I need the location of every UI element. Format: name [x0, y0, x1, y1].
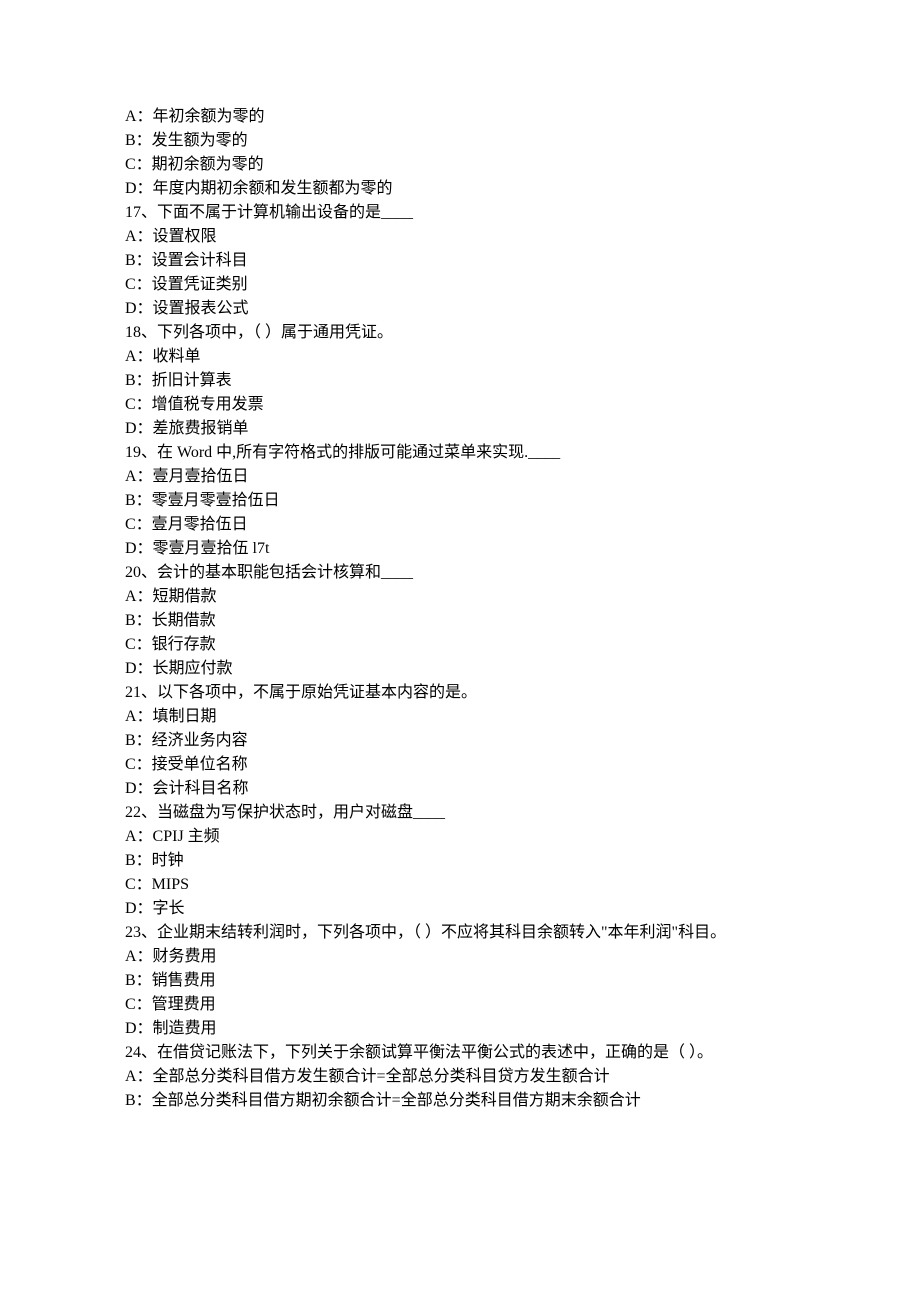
option-text: A：壹月壹拾伍日: [125, 465, 795, 489]
option-text: D：字长: [125, 897, 795, 921]
question-text: 23、企业期末结转利润时，下列各项中，（ ）不应将其科目余额转入"本年利润"科目…: [125, 921, 795, 945]
option-text: D：零壹月壹拾伍 l7t: [125, 537, 795, 561]
question-text: 20、会计的基本职能包括会计核算和____: [125, 561, 795, 585]
option-text: D：制造费用: [125, 1017, 795, 1041]
option-text: B：经济业务内容: [125, 729, 795, 753]
option-text: A：设置权限: [125, 225, 795, 249]
option-text: C：设置凭证类别: [125, 273, 795, 297]
option-text: C：MIPS: [125, 873, 795, 897]
option-text: B：发生额为零的: [125, 129, 795, 153]
option-text: C：银行存款: [125, 633, 795, 657]
option-text: A：全部总分类科目借方发生额合计=全部总分类科目贷方发生额合计: [125, 1065, 795, 1089]
option-text: A：CPIJ 主频: [125, 825, 795, 849]
question-text: 17、下面不属于计算机输出设备的是____: [125, 201, 795, 225]
option-text: A：收料单: [125, 345, 795, 369]
option-text: C：壹月零拾伍日: [125, 513, 795, 537]
option-text: B：时钟: [125, 849, 795, 873]
option-text: A：财务费用: [125, 945, 795, 969]
option-text: A：短期借款: [125, 585, 795, 609]
option-text: C：接受单位名称: [125, 753, 795, 777]
option-text: C：管理费用: [125, 993, 795, 1017]
option-text: D：设置报表公式: [125, 297, 795, 321]
option-text: B：零壹月零壹拾伍日: [125, 489, 795, 513]
option-text: D：年度内期初余额和发生额都为零的: [125, 177, 795, 201]
option-text: B：长期借款: [125, 609, 795, 633]
option-text: B：全部总分类科目借方期初余额合计=全部总分类科目借方期末余额合计: [125, 1089, 795, 1113]
option-text: D：差旅费报销单: [125, 417, 795, 441]
question-text: 18、下列各项中，（ ）属于通用凭证。: [125, 321, 795, 345]
question-text: 22、当磁盘为写保护状态时，用户对磁盘____: [125, 801, 795, 825]
option-text: C：期初余额为零的: [125, 153, 795, 177]
option-text: B：设置会计科目: [125, 249, 795, 273]
option-text: A：年初余额为零的: [125, 105, 795, 129]
option-text: D：长期应付款: [125, 657, 795, 681]
option-text: D：会计科目名称: [125, 777, 795, 801]
question-text: 24、在借贷记账法下，下列关于余额试算平衡法平衡公式的表述中，正确的是（ ）。: [125, 1041, 795, 1065]
question-text: 21、以下各项中，不属于原始凭证基本内容的是。: [125, 681, 795, 705]
question-text: 19、在 Word 中,所有字符格式的排版可能通过菜单来实现.____: [125, 441, 795, 465]
option-text: A：填制日期: [125, 705, 795, 729]
option-text: B：销售费用: [125, 969, 795, 993]
option-text: C：增值税专用发票: [125, 393, 795, 417]
option-text: B：折旧计算表: [125, 369, 795, 393]
